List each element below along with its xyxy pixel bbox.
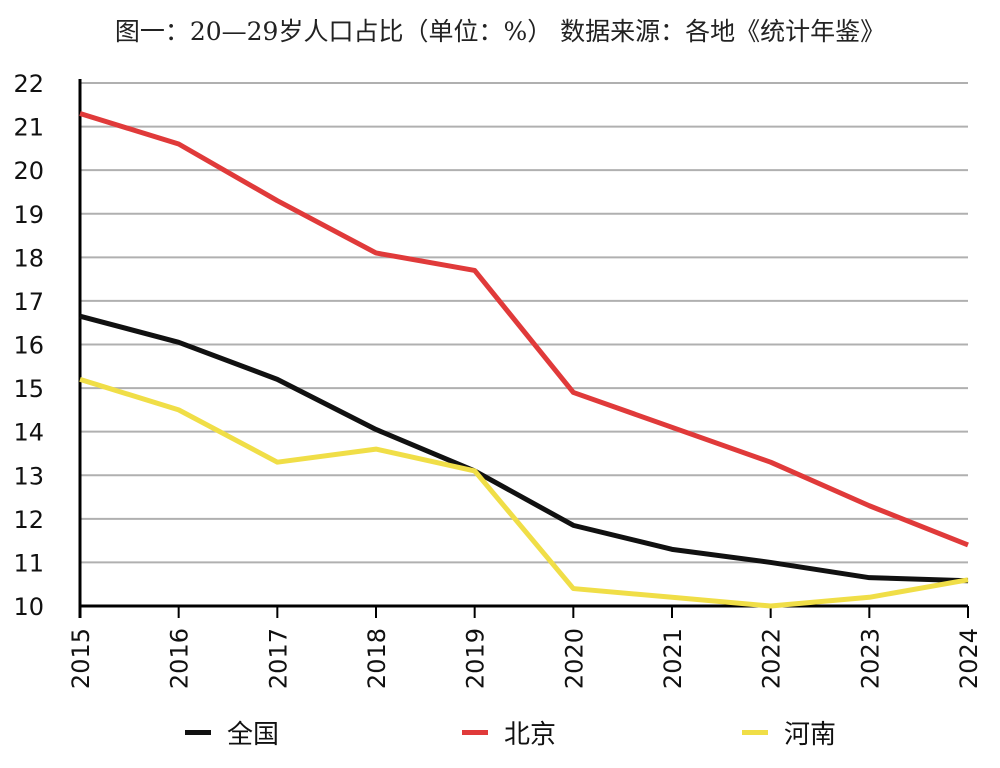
legend-swatch-beijing (462, 729, 488, 735)
y-tick-label: 17 (13, 288, 44, 316)
y-tick-label: 15 (13, 375, 44, 403)
x-tick-label: 2016 (166, 628, 194, 689)
y-tick-label: 13 (13, 462, 44, 490)
grid-lines (80, 82, 968, 564)
x-tick-label: 2021 (659, 628, 687, 689)
legend-label-henan: 河南 (784, 719, 837, 750)
y-tick-label: 10 (13, 593, 44, 621)
x-tick-labels: 2015 2016 2017 2018 2019 2020 2021 2022 2023 2024 (67, 628, 983, 689)
y-tick-label: 19 (13, 201, 44, 229)
legend-swatch-quanguo (185, 729, 211, 735)
legend-item-henan: 河南 (742, 712, 836, 752)
x-tick-label: 2022 (758, 628, 786, 689)
legend-item-quanguo: 全国 (185, 712, 279, 752)
legend-item-beijing: 北京 (462, 712, 556, 752)
series-lines (79, 111, 969, 609)
y-tick-labels: 10 11 12 13 14 15 16 17 18 19 20 21 22 (13, 70, 44, 621)
y-tick-label: 16 (13, 332, 44, 360)
x-tick-label: 2018 (363, 628, 391, 689)
legend-label-beijing: 北京 (504, 719, 557, 750)
series-line-1 (79, 111, 969, 548)
legend-label-quanguo: 全国 (227, 719, 280, 750)
y-tick-label: 20 (13, 157, 44, 185)
chart-title: 图一：20—29岁人口占比（单位：%） 数据来源：各地《统计年鉴》 (114, 17, 886, 46)
x-tick-label: 2015 (67, 628, 95, 689)
y-tick-label: 22 (13, 70, 44, 98)
axes (78, 79, 969, 618)
y-tick-label: 11 (13, 549, 44, 577)
x-tick-label: 2019 (462, 628, 490, 689)
x-tick-label: 2017 (264, 628, 292, 689)
x-tick-label: 2020 (560, 628, 588, 689)
y-tick-label: 21 (13, 114, 44, 142)
x-tick-label: 2024 (955, 628, 983, 689)
series-line-2 (79, 376, 969, 609)
y-tick-label: 14 (13, 419, 44, 447)
y-tick-label: 12 (13, 506, 44, 534)
x-tick-label: 2023 (856, 628, 884, 689)
series-line-0 (79, 313, 969, 584)
y-tick-label: 18 (13, 244, 44, 272)
legend-swatch-henan (742, 729, 768, 735)
